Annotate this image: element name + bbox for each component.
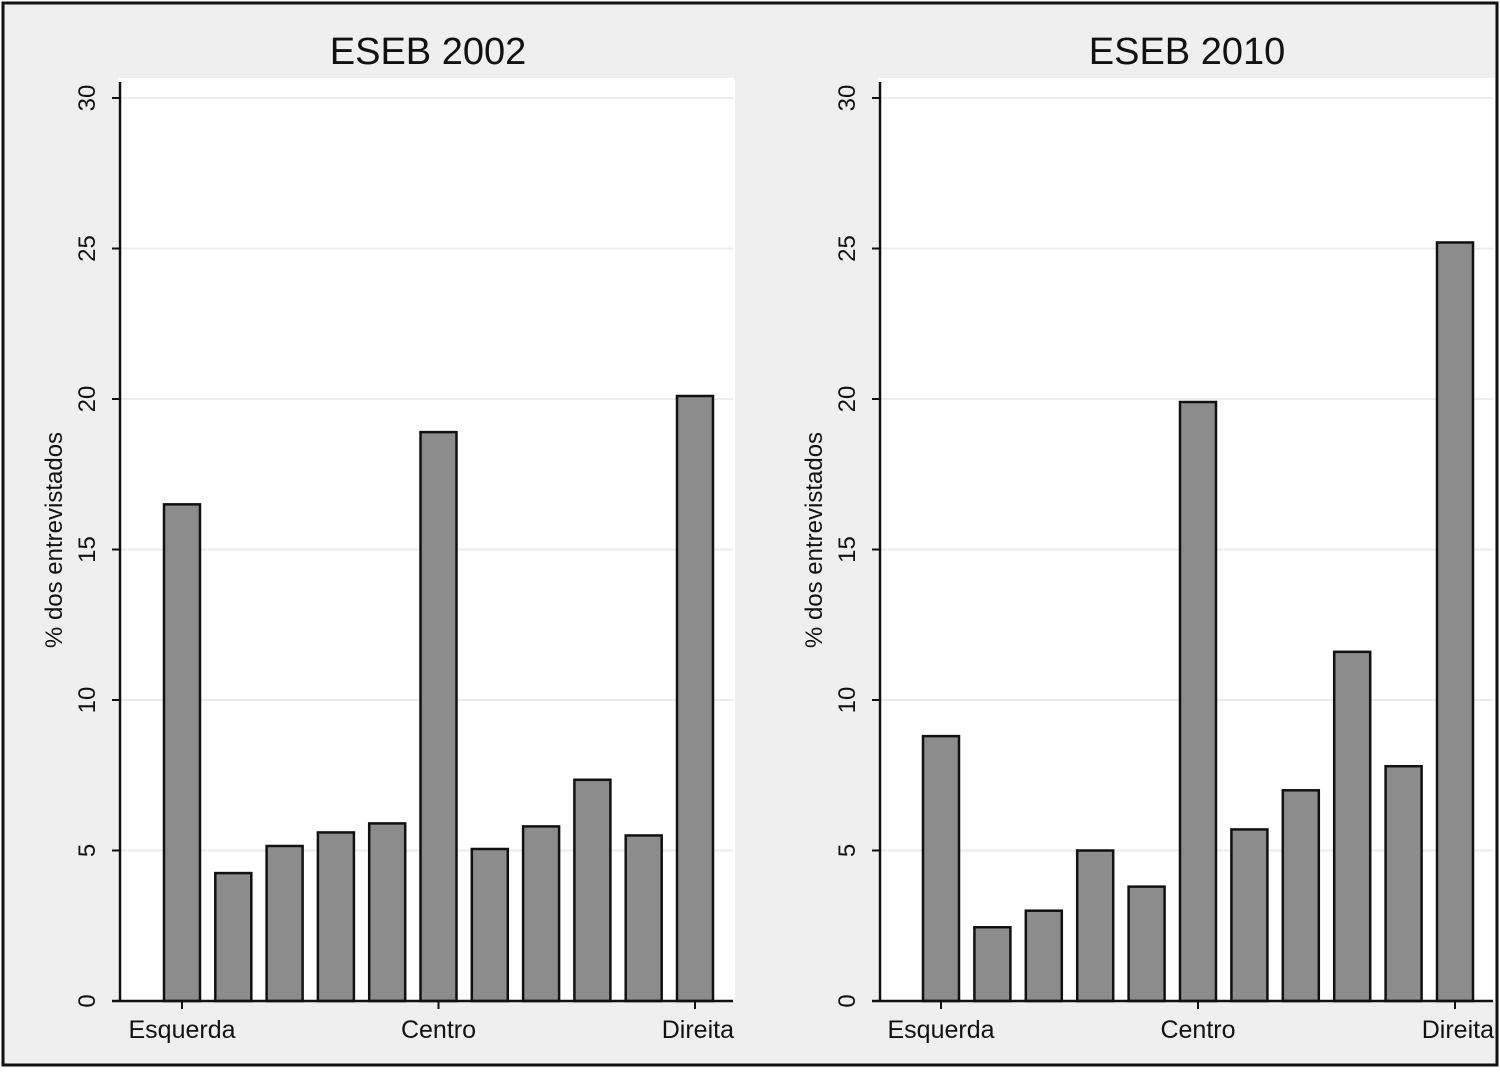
y-axis-label: % dos entrevistados <box>801 432 828 648</box>
y-tick-label: 30 <box>74 85 101 112</box>
y-tick-label: 20 <box>74 386 101 413</box>
bar <box>419 430 458 1003</box>
bar <box>470 847 510 1003</box>
x-tick-label: Direita <box>662 1016 734 1044</box>
y-tick-label: 0 <box>74 994 101 1007</box>
x-tick-label: Esquerda <box>887 1016 994 1044</box>
x-tick-label: Esquerda <box>128 1016 235 1044</box>
y-axis-label: % dos entrevistados <box>41 432 68 648</box>
x-tick-label: Direita <box>1422 1016 1494 1044</box>
bar <box>162 503 202 1003</box>
y-tick-label: 30 <box>834 85 861 112</box>
bar <box>921 734 961 1003</box>
bar <box>1384 764 1423 1003</box>
panel-eseb-2010: ESEB 2010 % dos entrevistados 0 5 10 15 20 25… <box>801 31 1495 1044</box>
panel-eseb-2002: ESEB 2002 % dos entrevistados 0 5 10 15 20 25… <box>41 31 735 1044</box>
bar <box>1230 828 1269 1003</box>
bar <box>1281 789 1321 1003</box>
panel-title: ESEB 2002 <box>330 31 526 73</box>
y-tick-label: 25 <box>834 235 861 262</box>
bar <box>521 825 561 1003</box>
bar <box>1075 849 1115 1003</box>
x-tick-label: Centro <box>1160 1016 1235 1044</box>
panel-title: ESEB 2010 <box>1089 31 1285 73</box>
y-tick-label: 15 <box>74 536 101 563</box>
y-tick-label: 5 <box>834 844 861 857</box>
bar <box>573 778 612 1003</box>
bar <box>1127 885 1166 1003</box>
bar <box>367 822 407 1003</box>
bar <box>675 394 715 1003</box>
y-tick-label: 10 <box>834 687 861 714</box>
y-tick-label: 0 <box>834 994 861 1007</box>
bar <box>1178 400 1218 1003</box>
y-tick-label: 5 <box>74 844 101 857</box>
bar <box>1024 909 1064 1003</box>
bar <box>1435 241 1475 1003</box>
bar <box>316 831 356 1003</box>
bar <box>1332 650 1372 1003</box>
x-tick-label: Centro <box>401 1016 476 1044</box>
bar <box>624 834 663 1003</box>
y-tick-label: 10 <box>74 687 101 714</box>
bar <box>973 926 1012 1003</box>
y-tick-label: 25 <box>74 235 101 262</box>
y-tick-label: 15 <box>834 536 861 563</box>
y-tick-label: 20 <box>834 386 861 413</box>
bar <box>214 871 253 1003</box>
bar <box>265 844 304 1003</box>
